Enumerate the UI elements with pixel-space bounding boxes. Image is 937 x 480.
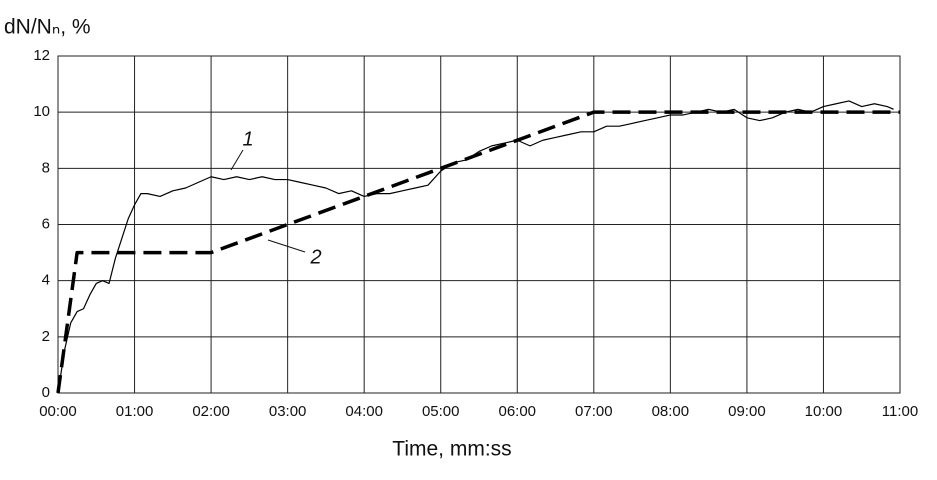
y-tick-label: 0 — [42, 384, 50, 401]
y-tick-label: 8 — [42, 159, 50, 176]
x-tick-label: 03:00 — [269, 403, 307, 420]
series-line — [56, 110, 900, 394]
x-tick-label: 08:00 — [652, 403, 690, 420]
x-axis-title: Time, mm:ss — [392, 438, 511, 461]
x-tick-label: 04:00 — [345, 403, 383, 420]
plot-frame — [57, 55, 901, 394]
leader-line — [267, 239, 306, 253]
x-tick-label: 07:00 — [575, 403, 613, 420]
x-tick-label: 06:00 — [498, 403, 536, 420]
y-tick-label: 12 — [33, 47, 50, 64]
y-tick-label: 10 — [33, 103, 50, 120]
y-tick-label: 2 — [42, 328, 50, 345]
series-label: 2 — [309, 246, 321, 268]
x-tick-label: 05:00 — [422, 403, 460, 420]
x-tick-label: 00:00 — [39, 403, 77, 420]
y-tick-label: 4 — [42, 272, 50, 289]
series-label: 1 — [242, 128, 253, 150]
leader-line — [230, 149, 244, 171]
x-tick-label: 11:00 — [882, 403, 918, 420]
x-tick-label: 10:00 — [805, 403, 843, 420]
series-line — [57, 100, 894, 394]
y-tick-label: 6 — [42, 215, 50, 232]
x-tick-label: 01:00 — [116, 403, 154, 420]
x-tick-label: 02:00 — [192, 403, 230, 420]
x-tick-label: 09:00 — [728, 403, 766, 420]
y-axis-title: dN/Nₙ, % — [4, 16, 91, 39]
